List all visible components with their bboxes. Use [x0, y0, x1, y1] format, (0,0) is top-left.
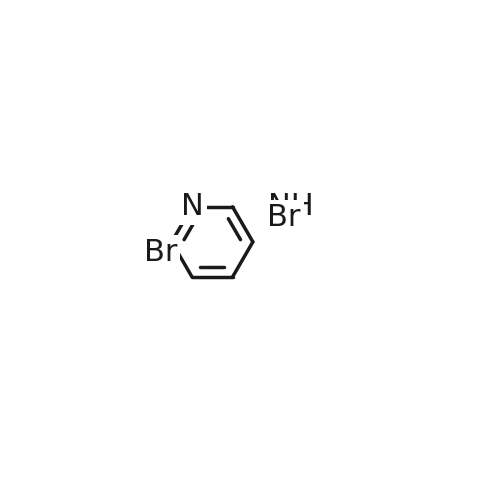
Text: Br: Br — [267, 204, 301, 232]
Text: 2: 2 — [287, 205, 300, 225]
Text: Br: Br — [144, 239, 177, 267]
Text: N: N — [181, 193, 204, 221]
Text: NH: NH — [268, 193, 313, 221]
